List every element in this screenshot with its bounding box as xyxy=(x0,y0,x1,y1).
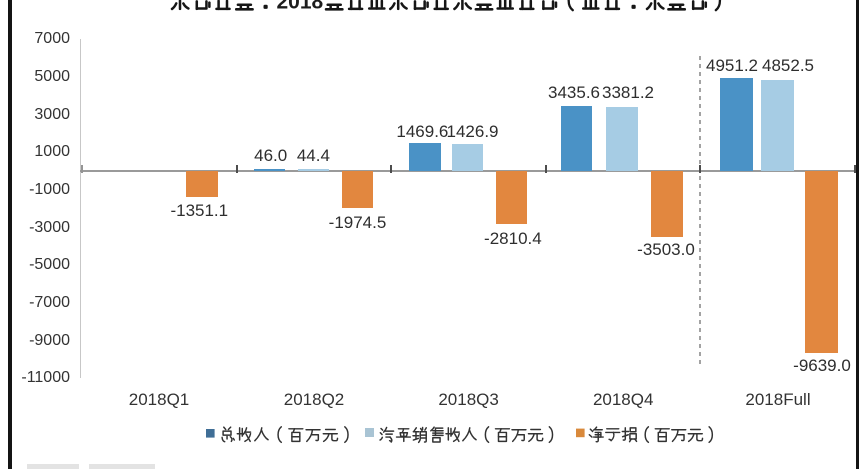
svg-text:2018: 2018 xyxy=(277,0,324,14)
